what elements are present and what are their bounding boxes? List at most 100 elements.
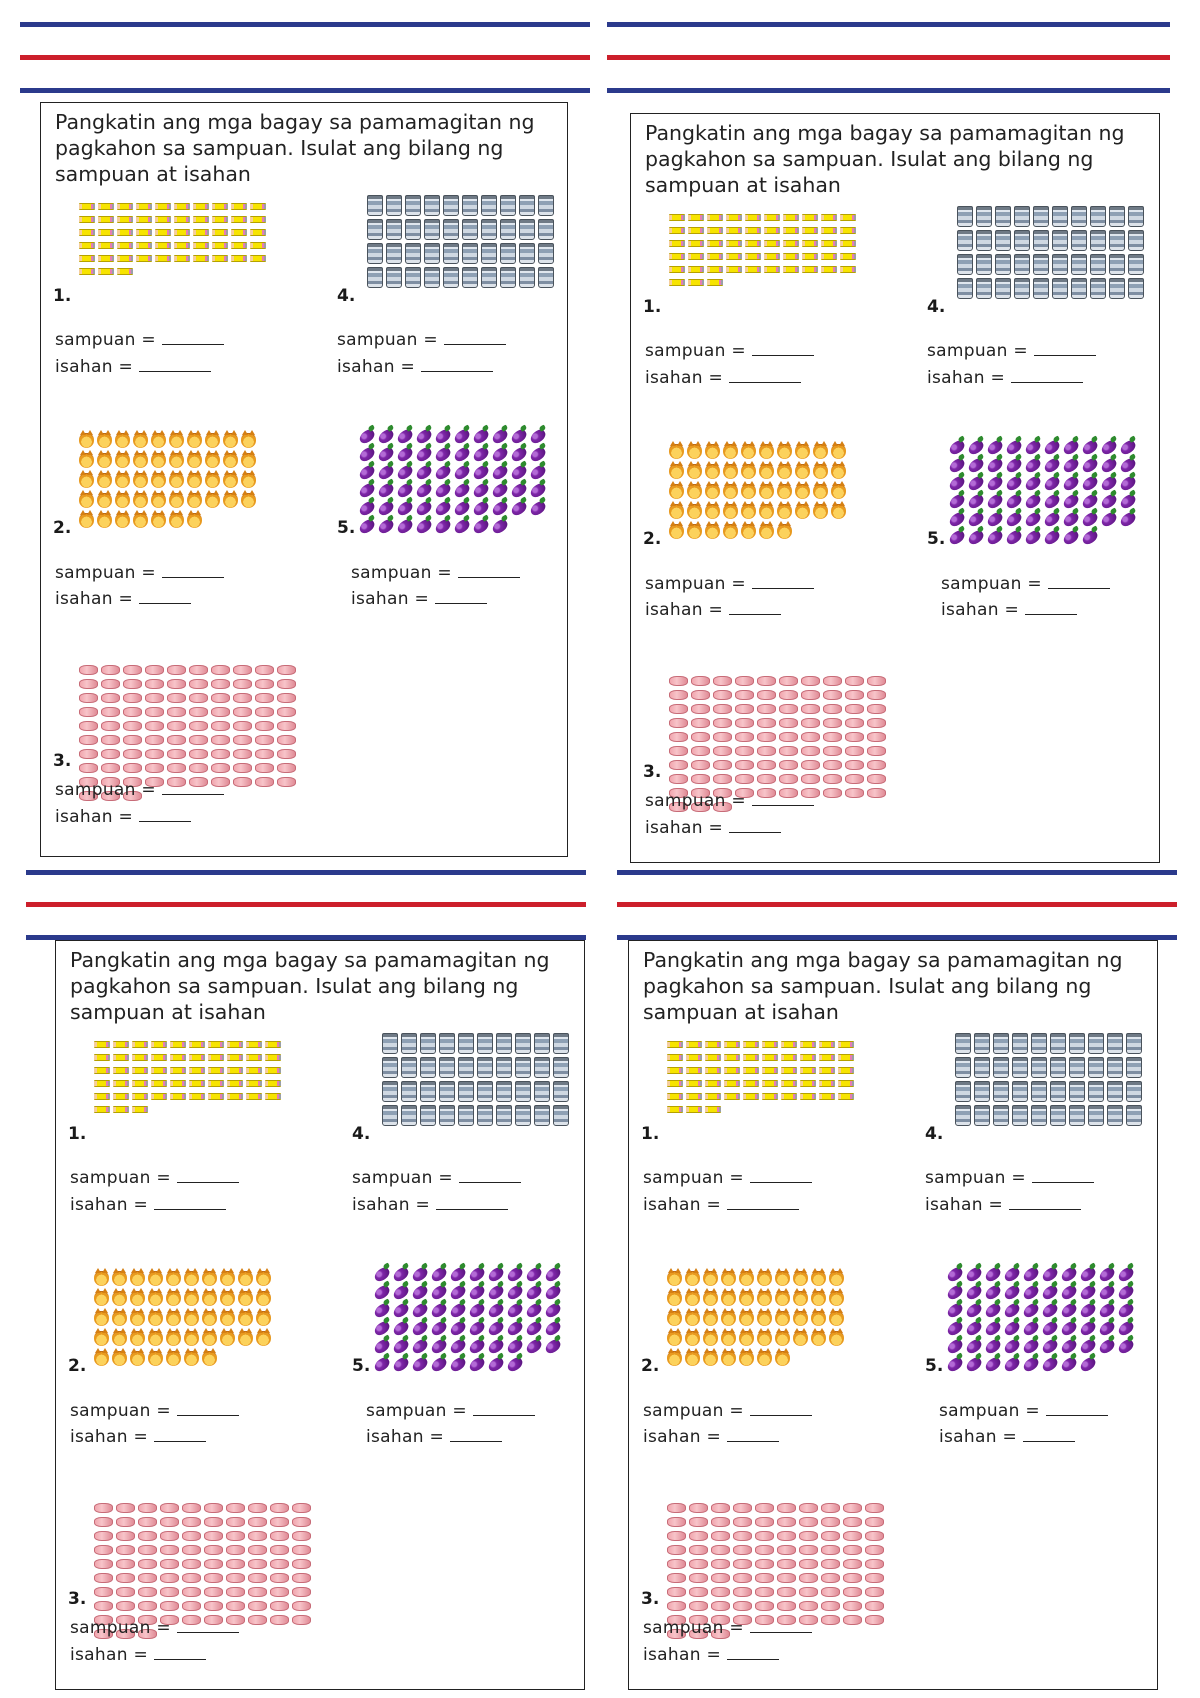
pencil-icon (686, 1080, 702, 1087)
ones-answer-line: isahan = (351, 587, 487, 609)
pink-pig-icon (292, 1517, 311, 1527)
pink-pig-icon (735, 746, 754, 756)
ones-blank[interactable] (435, 1193, 508, 1210)
ones-blank[interactable] (449, 1425, 502, 1442)
eggplant-icon (983, 1337, 1003, 1356)
cat-icon (687, 521, 702, 539)
jar-icon (1014, 254, 1030, 275)
cat-icon (169, 470, 184, 488)
tens-blank[interactable] (161, 328, 224, 345)
pink-pig-icon (735, 690, 754, 700)
tens-blank[interactable] (458, 1166, 521, 1183)
ones-blank[interactable] (153, 1643, 206, 1660)
tens-blank[interactable] (1047, 572, 1110, 589)
eggplant-icon (983, 1355, 1003, 1374)
tens-blank[interactable] (457, 561, 520, 578)
pink-pig-icon (94, 1517, 113, 1527)
tens-blank[interactable] (1031, 1166, 1094, 1183)
ones-blank[interactable] (1022, 1425, 1075, 1442)
eggplant-icon (1059, 1319, 1079, 1338)
jar-icon (515, 1081, 531, 1102)
tens-blank[interactable] (751, 572, 814, 589)
pink-pig-icon (277, 707, 296, 717)
eggplant-icon (1097, 1265, 1117, 1284)
cat-icon (130, 1328, 145, 1346)
tens-blank[interactable] (749, 1616, 812, 1633)
jar-icon (443, 195, 459, 216)
cat-icon (687, 501, 702, 519)
ones-blank[interactable] (138, 355, 211, 372)
pencil-icon (246, 1067, 262, 1074)
cat-icon (169, 510, 184, 528)
tens-blank[interactable] (1033, 339, 1096, 356)
ones-blank[interactable] (728, 598, 781, 615)
ones-blank[interactable] (726, 1425, 779, 1442)
pink-pig-icon (691, 774, 710, 784)
jar-icon (382, 1105, 398, 1126)
ones-blank[interactable] (1008, 1193, 1081, 1210)
cat-icon (241, 470, 256, 488)
item-number: 2. (68, 1356, 87, 1376)
pink-pig-icon (138, 1601, 157, 1611)
eggplant-icon (486, 1265, 506, 1284)
navy-stripe (607, 88, 1170, 93)
cat-group (94, 1268, 271, 1366)
tens-blank[interactable] (176, 1166, 239, 1183)
tens-blank[interactable] (749, 1399, 812, 1416)
pencil-icon (193, 203, 209, 210)
ones-blank[interactable] (728, 816, 781, 833)
eggplant-icon (985, 528, 1005, 547)
jar-icon (1128, 230, 1144, 251)
pink-pig-icon (233, 735, 252, 745)
tens-blank[interactable] (751, 339, 814, 356)
ones-blank[interactable] (138, 805, 191, 822)
cat-icon (739, 1348, 754, 1366)
cat-icon (759, 481, 774, 499)
pencil-icon (132, 1080, 148, 1087)
ones-blank[interactable] (1010, 366, 1083, 383)
tens-blank[interactable] (443, 328, 506, 345)
tens-blank[interactable] (751, 789, 814, 806)
ones-blank[interactable] (138, 587, 191, 604)
jar-icon (1088, 1081, 1104, 1102)
tens-blank[interactable] (161, 561, 224, 578)
jar-icon (1033, 254, 1049, 275)
jar-icon (1128, 278, 1144, 299)
cat-icon (739, 1308, 754, 1326)
tens-blank[interactable] (176, 1399, 239, 1416)
eggplant-icon (964, 1283, 984, 1302)
ones-label: isahan = (643, 1427, 727, 1447)
eggplant-icon (490, 481, 510, 500)
eggplant-icon (433, 517, 453, 536)
pencil-icon (117, 216, 133, 223)
eggplant-icon (1040, 1301, 1060, 1320)
tens-blank[interactable] (176, 1616, 239, 1633)
pencil-icon (667, 1093, 683, 1100)
pink-pig-icon (204, 1587, 223, 1597)
ones-label: isahan = (55, 589, 139, 609)
ones-blank[interactable] (726, 1643, 779, 1660)
pink-pig-icon (799, 1615, 818, 1625)
tens-blank[interactable] (1045, 1399, 1108, 1416)
ones-blank[interactable] (420, 355, 493, 372)
pink-pig-icon (226, 1615, 245, 1625)
ones-blank[interactable] (153, 1193, 226, 1210)
cat-icon (831, 481, 846, 499)
ones-blank[interactable] (726, 1193, 799, 1210)
tens-blank[interactable] (472, 1399, 535, 1416)
pencil-icon (821, 253, 837, 260)
pencil-icon (667, 1080, 683, 1087)
pink-pig-icon (799, 1573, 818, 1583)
item-number: 1. (641, 1124, 660, 1144)
jar-icon (1012, 1033, 1028, 1054)
ones-blank[interactable] (434, 587, 487, 604)
tens-blank[interactable] (749, 1166, 812, 1183)
pencil-icon (155, 216, 171, 223)
cat-icon (97, 450, 112, 468)
pink-pig-icon (226, 1587, 245, 1597)
tens-blank[interactable] (161, 778, 224, 795)
ones-blank[interactable] (153, 1425, 206, 1442)
eggplant-icon (1042, 492, 1062, 511)
ones-blank[interactable] (728, 366, 801, 383)
ones-blank[interactable] (1024, 598, 1077, 615)
